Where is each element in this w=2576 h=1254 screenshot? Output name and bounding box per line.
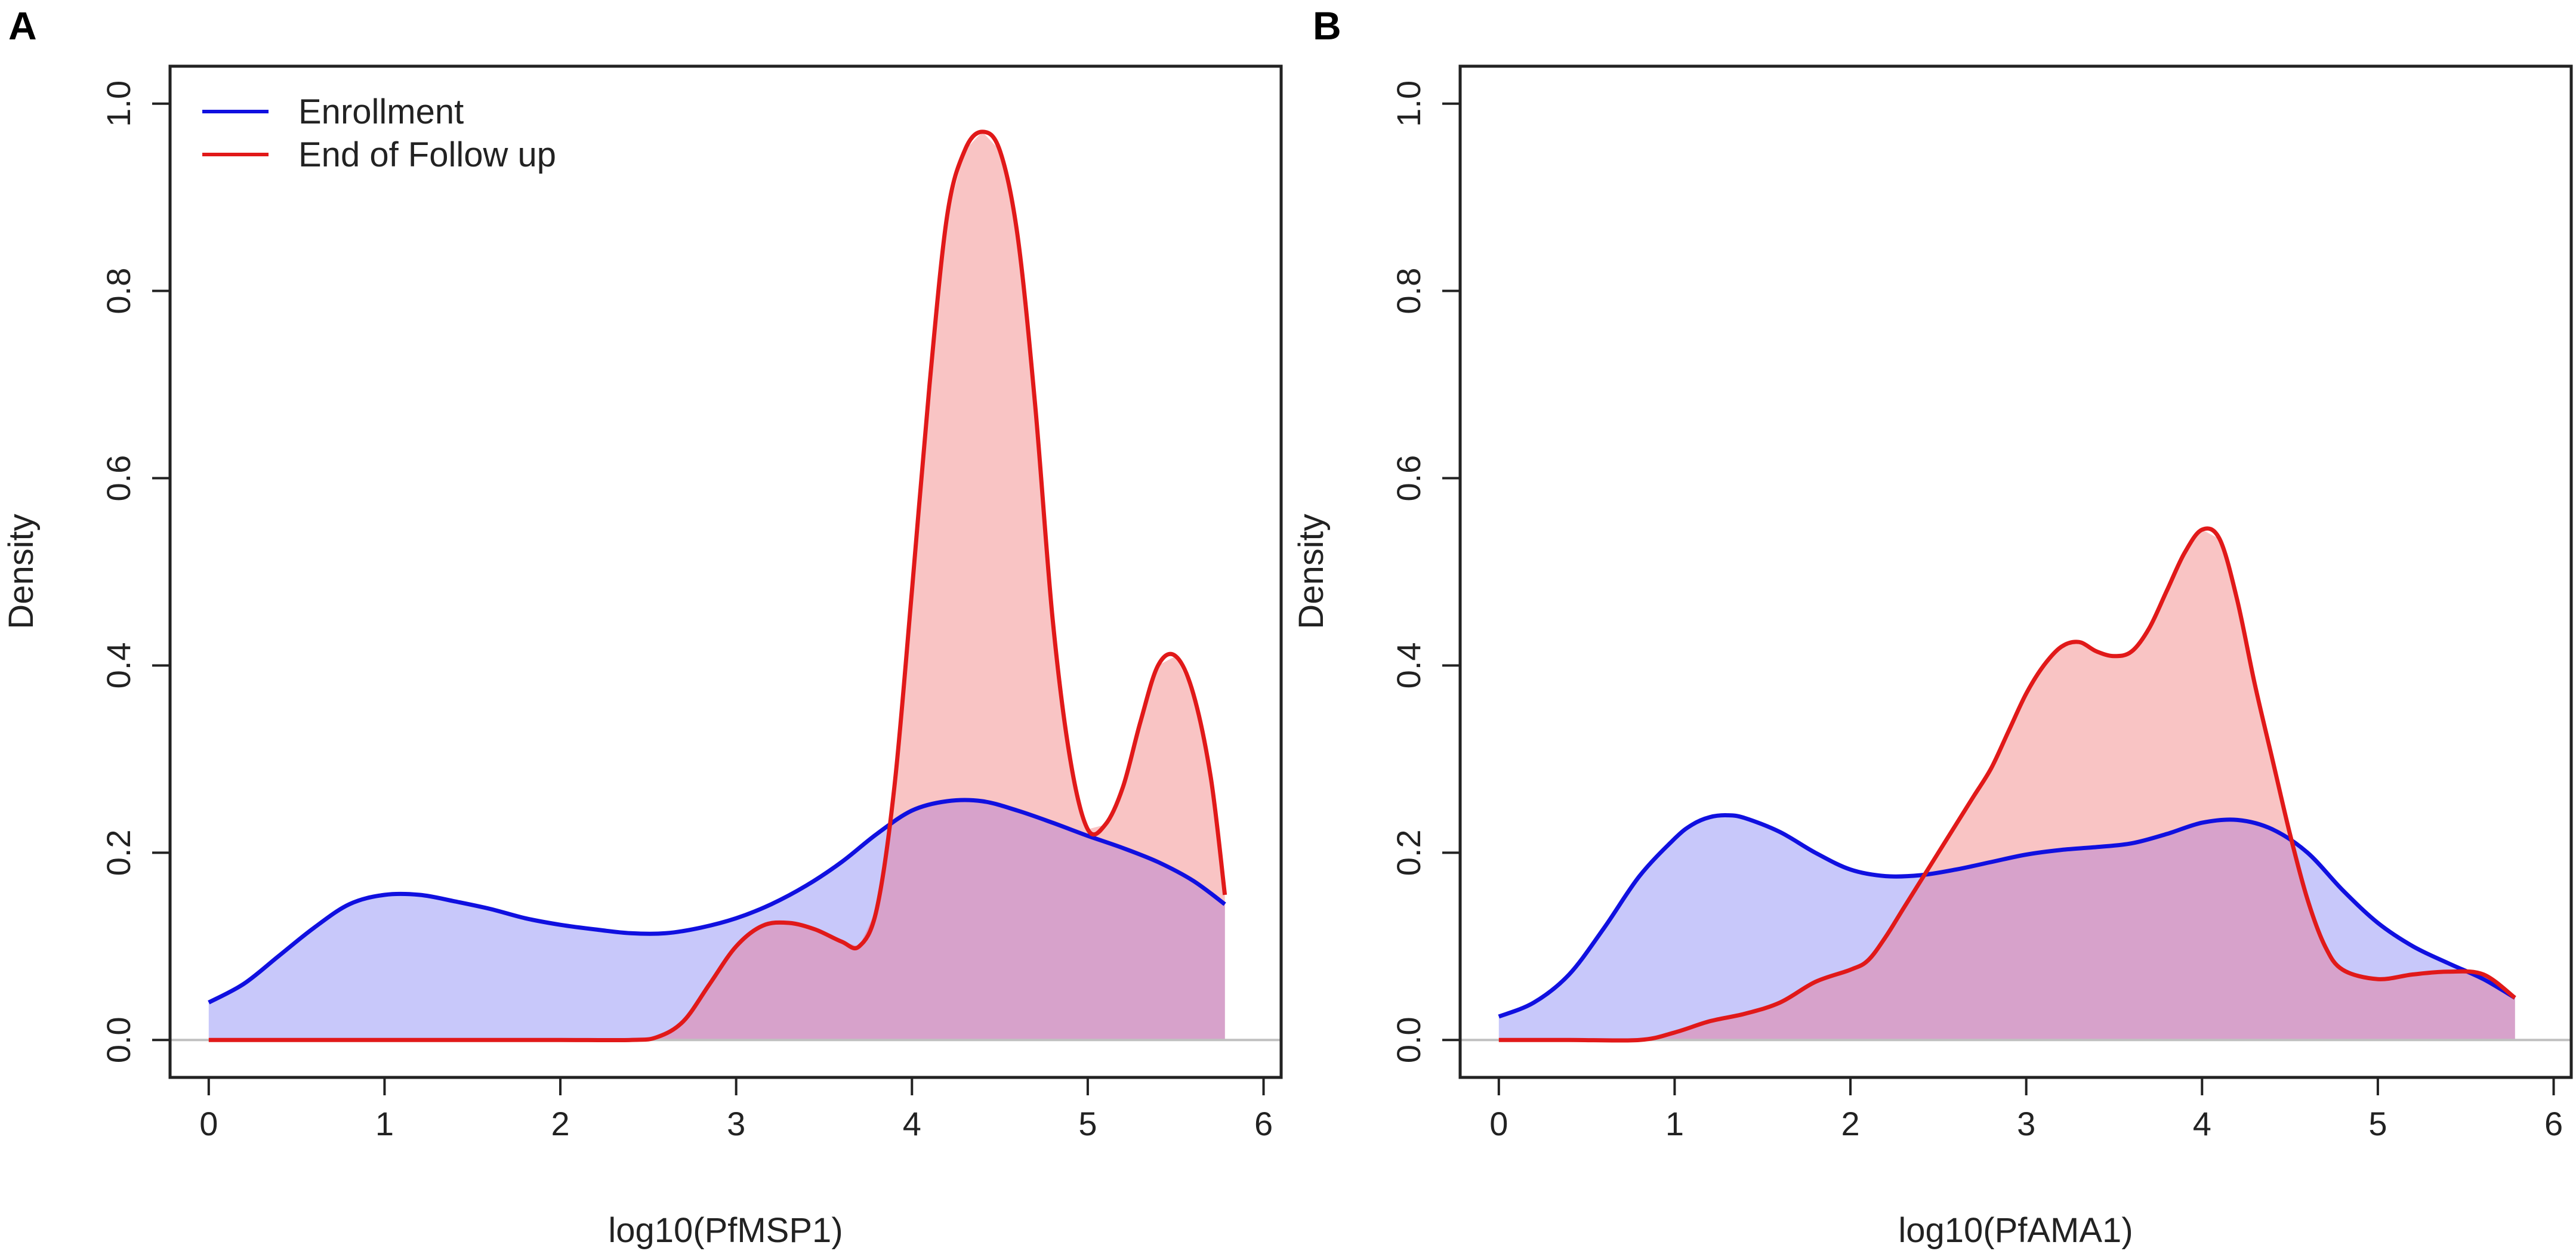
x-tick-label-b-0: 0 (1489, 1105, 1508, 1142)
x-tick-label-a-0: 0 (199, 1105, 218, 1142)
x-tick-label-a-6: 6 (1254, 1105, 1273, 1142)
x-tick-label-b-1: 1 (1665, 1105, 1684, 1142)
panel-a-letter: A (8, 4, 37, 48)
x-tick-label-a-2: 2 (551, 1105, 569, 1142)
x-tick-label-a-1: 1 (375, 1105, 394, 1142)
x-tick-label-b-6: 6 (2544, 1105, 2563, 1142)
y-tick-label-a-4: 0.8 (100, 268, 137, 314)
x-tick-label-a-5: 5 (1078, 1105, 1097, 1142)
y-tick-label-b-5: 1.0 (1390, 81, 1427, 127)
x-tick-label-b-5: 5 (2368, 1105, 2387, 1142)
plot-a-area: 0 1 2 3 4 5 6 0.0 0.2 0.4 0.6 0.8 1.0 (100, 81, 1281, 1142)
y-tick-label-b-2: 0.4 (1390, 643, 1427, 689)
line-a-enrollment (208, 798, 1226, 1005)
plot-b-frame (1458, 64, 2573, 1079)
y-tick-label-a-2: 0.4 (100, 643, 137, 689)
legend-label-enrollment: Enrollment (298, 92, 464, 131)
y-tick-label-a-3: 0.6 (100, 455, 137, 502)
line-b-enrollment (1498, 813, 2516, 1019)
panel-b-letter: B (1313, 4, 1341, 48)
line-b-followup (1498, 526, 2516, 1043)
y-tick-label-a-1: 0.2 (100, 829, 137, 876)
y-tick-label-b-0: 0.0 (1390, 1017, 1427, 1063)
plot-b-area: 0 1 2 3 4 5 6 0.0 0.2 0.4 0.6 0.8 1.0 (1390, 81, 2571, 1142)
legend-label-followup: End of Follow up (298, 135, 556, 174)
y-tick-label-b-1: 0.2 (1390, 829, 1427, 876)
panel-a: A 0 1 2 3 4 5 6 0.0 0.2 0.4 0.6 0.8 1.0 log10(PfMSP1… (2, 4, 1283, 1250)
plot-a-frame (168, 64, 1283, 1079)
y-tick-label-b-4: 0.8 (1390, 268, 1427, 314)
x-tick-label-a-4: 4 (903, 1105, 921, 1142)
plot-a-x-label: log10(PfMSP1) (608, 1211, 843, 1250)
legend: Enrollment End of Follow up (202, 92, 556, 174)
y-tick-label-a-0: 0.0 (100, 1017, 137, 1063)
panel-b: B 0 1 2 3 4 5 6 0.0 0.2 0.4 0.6 0.8 1.0 log10(PfAMA1… (1292, 4, 2573, 1250)
x-tick-label-b-3: 3 (2017, 1105, 2035, 1142)
plot-b-y-label: Density (1292, 514, 1331, 629)
area-a-overlap (208, 801, 1225, 1040)
plot-b-x-label: log10(PfAMA1) (1898, 1211, 2133, 1250)
x-tick-label-b-4: 4 (2193, 1105, 2211, 1142)
y-tick-label-a-5: 1.0 (100, 81, 137, 127)
y-tick-label-b-3: 0.6 (1390, 455, 1427, 502)
plot-a-y-label: Density (2, 514, 41, 629)
area-b-overlap (1498, 820, 2515, 1040)
line-a-followup (208, 129, 1227, 1043)
x-tick-label-b-2: 2 (1841, 1105, 1859, 1142)
x-tick-label-a-3: 3 (727, 1105, 745, 1142)
